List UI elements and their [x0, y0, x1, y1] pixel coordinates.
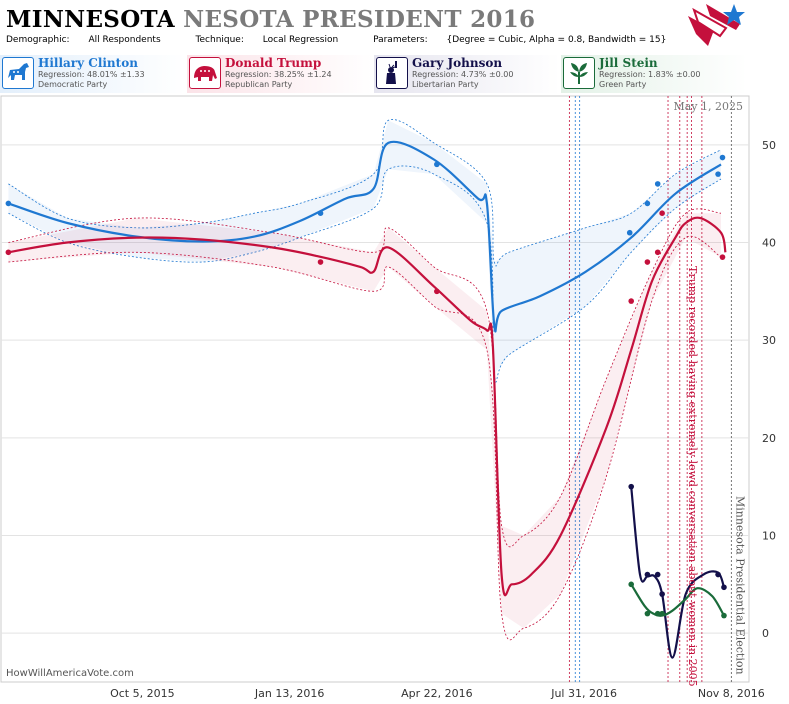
parameters-label: Parameters: — [373, 35, 428, 45]
liberty-icon — [376, 57, 408, 89]
poll-point[interactable] — [715, 571, 721, 578]
poll-point[interactable] — [721, 584, 727, 591]
poll-point[interactable] — [5, 200, 12, 207]
x-tick-label: Oct 5, 2015 — [110, 687, 175, 700]
elephant-icon — [189, 57, 221, 89]
poll-point[interactable] — [654, 181, 661, 187]
series-line — [630, 583, 725, 617]
x-tick-label: Nov 8, 2016 — [698, 687, 765, 700]
poll-point[interactable] — [434, 288, 440, 295]
candidate-card-stein[interactable]: Jill Stein Regression: 1.83% ±0.00 Green… — [561, 55, 747, 93]
band-lower-line — [8, 235, 722, 641]
poll-point[interactable] — [317, 210, 324, 216]
site-logo-icon — [688, 4, 745, 46]
parameters: Parameters: {Degree = Cubic, Alpha = 0.8… — [373, 35, 682, 45]
leaf-icon — [563, 57, 595, 89]
candidate-card-clinton[interactable]: Hillary Clinton Regression: 48.01% ±1.33… — [0, 55, 186, 93]
band-lower-line — [8, 165, 722, 383]
candidate-party: Green Party — [599, 80, 647, 89]
poll-point[interactable] — [628, 298, 635, 304]
candidate-card-johnson[interactable]: Gary Johnson Regression: 4.73% ±0.00 Lib… — [374, 55, 560, 93]
candidate-legend: Hillary Clinton Regression: 48.01% ±1.33… — [0, 55, 789, 93]
y-tick-label: 30 — [762, 334, 776, 347]
demographic: Demographic: All Respondents — [6, 35, 177, 45]
technique-label: Technique: — [195, 35, 244, 45]
poll-point[interactable] — [644, 571, 651, 578]
title-rest: NESOTA PRESIDENT 2016 — [183, 6, 536, 33]
poll-point[interactable] — [628, 581, 635, 588]
donkey-icon — [2, 57, 34, 89]
event-annotation: Trump recorded having extremely lewd con… — [686, 266, 699, 687]
candidate-name: Donald Trump — [225, 56, 322, 70]
candidate-regression: Regression: 4.73% ±0.00 — [412, 70, 514, 79]
candidate-name: Gary Johnson — [412, 56, 503, 70]
poll-point[interactable] — [434, 161, 440, 168]
date-stamp: May 1, 2025 — [673, 100, 743, 113]
poll-point[interactable] — [654, 571, 661, 578]
title-state: MINNESOTA — [6, 6, 175, 33]
poll-point[interactable] — [5, 249, 12, 256]
candidate-party: Republican Party — [225, 80, 293, 89]
poll-point[interactable] — [644, 610, 651, 617]
confidence-band — [8, 120, 721, 375]
poll-point[interactable] — [721, 612, 727, 619]
poll-point[interactable] — [644, 259, 651, 265]
confidence-band — [8, 213, 721, 629]
poll-point[interactable] — [644, 200, 651, 207]
x-tick-label: Jul 31, 2016 — [550, 687, 617, 700]
poll-point[interactable] — [654, 249, 661, 256]
page-title: MINNESOTA NESOTA PRESIDENT 2016 — [6, 6, 535, 33]
poll-point[interactable] — [626, 229, 633, 236]
poll-point[interactable] — [715, 171, 721, 177]
poll-point[interactable] — [659, 591, 665, 597]
parameter-line: Demographic: All Respondents Technique: … — [6, 35, 698, 45]
plot-frame — [0, 95, 750, 683]
series-line — [8, 140, 722, 333]
poll-point[interactable] — [719, 254, 726, 260]
site-credit: HowWillAmericaVote.com — [6, 668, 134, 679]
candidate-regression: Regression: 48.01% ±1.33 — [38, 70, 145, 79]
x-tick-label: Jan 13, 2016 — [254, 687, 324, 700]
technique-value: Local Regression — [262, 35, 339, 45]
poll-point[interactable] — [628, 483, 635, 490]
poll-point[interactable] — [317, 259, 324, 265]
y-tick-label: 10 — [762, 530, 776, 543]
candidate-party: Libertarian Party — [412, 80, 479, 89]
series-line — [630, 486, 726, 659]
y-tick-label: 0 — [762, 627, 769, 640]
candidate-name: Jill Stein — [599, 56, 658, 70]
poll-point[interactable] — [659, 210, 665, 216]
candidate-name: Hillary Clinton — [38, 56, 138, 70]
parameters-value: {Degree = Cubic, Alpha = 0.8, Bandwidth … — [446, 35, 667, 45]
y-tick-label: 40 — [762, 237, 776, 250]
band-upper-line — [8, 119, 722, 267]
demographic-label: Demographic: — [6, 35, 70, 45]
poll-point[interactable] — [719, 154, 726, 161]
y-tick-label: 20 — [762, 432, 776, 445]
demographic-value: All Respondents — [88, 35, 161, 45]
technique: Technique: Local Regression — [196, 35, 355, 45]
candidate-regression: Regression: 1.83% ±0.00 — [599, 70, 701, 79]
event-annotation: Minnesota Presidential Election — [733, 496, 746, 675]
poll-point[interactable] — [654, 610, 661, 617]
candidate-regression: Regression: 38.25% ±1.24 — [225, 70, 332, 79]
y-tick-label: 50 — [762, 139, 776, 152]
x-tick-label: Apr 22, 2016 — [401, 687, 473, 700]
series-line — [8, 216, 727, 597]
poll-point[interactable] — [659, 610, 665, 617]
candidate-party: Democratic Party — [38, 80, 108, 89]
candidate-card-trump[interactable]: Donald Trump Regression: 38.25% ±1.24 Re… — [187, 55, 373, 93]
